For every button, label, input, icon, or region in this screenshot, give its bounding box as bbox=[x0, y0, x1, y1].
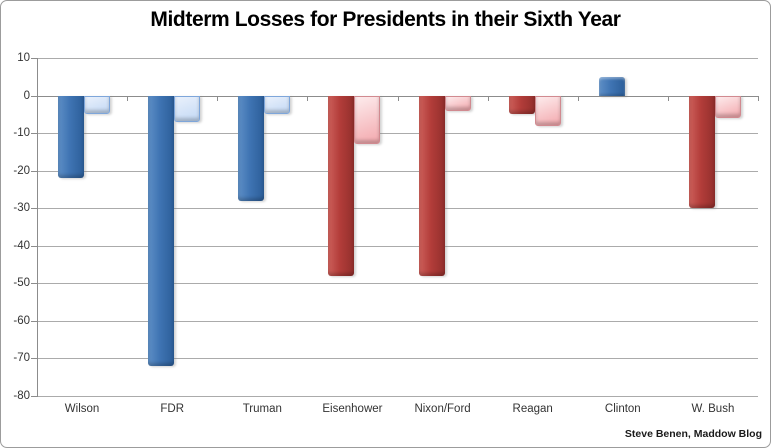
bar-nixon-ford-dark bbox=[418, 95, 445, 276]
category-label: Clinton bbox=[604, 402, 641, 415]
bar-wilson-light bbox=[84, 95, 110, 115]
y-axis-tick bbox=[31, 95, 38, 97]
bar-truman-dark bbox=[238, 95, 265, 201]
y-axis-label: 10 bbox=[17, 52, 30, 64]
category-axis-tick bbox=[397, 95, 399, 101]
y-axis-label: -60 bbox=[13, 314, 30, 327]
gridline bbox=[37, 358, 758, 359]
y-axis-label: -40 bbox=[13, 239, 30, 252]
bar-reagan-dark bbox=[508, 95, 535, 115]
bar-fdr-dark bbox=[148, 95, 175, 366]
category-axis-tick bbox=[667, 95, 669, 101]
bar-truman-light bbox=[264, 95, 291, 115]
category-label: Wilson bbox=[64, 402, 100, 415]
y-axis-tick bbox=[31, 208, 38, 209]
y-axis-label: -30 bbox=[13, 202, 30, 214]
category-label: Reagan bbox=[512, 402, 553, 415]
attribution-text: Steve Benen, Maddow Blog bbox=[624, 428, 762, 440]
bar-wilson-dark bbox=[58, 95, 84, 178]
gridline bbox=[37, 320, 758, 322]
bar-w-bush-dark bbox=[688, 95, 715, 208]
y-axis-label: -80 bbox=[13, 389, 30, 402]
category-axis-tick bbox=[127, 95, 129, 101]
y-axis-tick bbox=[31, 133, 38, 134]
category-axis-tick bbox=[487, 95, 489, 101]
bar-eisenhower-dark bbox=[328, 95, 355, 276]
y-axis-tick bbox=[31, 245, 38, 247]
y-axis-tick bbox=[31, 320, 38, 322]
bar-w-bush-light bbox=[714, 95, 741, 118]
y-axis-tick bbox=[31, 358, 38, 359]
bar-clinton-dark bbox=[598, 76, 625, 96]
gridline bbox=[37, 245, 758, 247]
gridline bbox=[37, 395, 758, 397]
chart-title: Midterm Losses for Presidents in their S… bbox=[150, 8, 621, 31]
category-label: Eisenhower bbox=[322, 402, 383, 415]
y-axis-tick bbox=[31, 395, 38, 397]
y-axis-label: -10 bbox=[13, 127, 30, 139]
bar-nixon-ford-light bbox=[444, 95, 471, 111]
y-axis-line bbox=[37, 58, 38, 396]
y-axis-label: -70 bbox=[13, 352, 30, 364]
y-axis-tick bbox=[31, 58, 38, 59]
category-label: Nixon/Ford bbox=[414, 402, 471, 415]
category-axis-tick bbox=[758, 95, 759, 101]
bar-fdr-light bbox=[174, 95, 201, 122]
gridline bbox=[37, 170, 758, 172]
category-axis-tick bbox=[577, 95, 579, 101]
gridline bbox=[37, 208, 758, 209]
y-axis-tick bbox=[31, 283, 38, 284]
bar-reagan-light bbox=[534, 95, 561, 126]
category-label: Truman bbox=[242, 402, 282, 415]
y-axis-label: -50 bbox=[13, 277, 30, 289]
gridline bbox=[37, 133, 758, 134]
category-label: FDR bbox=[160, 402, 184, 415]
category-label: W. Bush bbox=[691, 402, 735, 415]
bar-eisenhower-light bbox=[354, 95, 381, 145]
category-axis-tick bbox=[307, 95, 309, 101]
y-axis-label: 0 bbox=[23, 89, 30, 102]
gridline bbox=[37, 58, 758, 59]
y-axis-tick bbox=[31, 170, 38, 172]
y-axis-label: -20 bbox=[13, 164, 30, 177]
gridline bbox=[37, 283, 758, 284]
category-axis-tick bbox=[217, 95, 219, 101]
